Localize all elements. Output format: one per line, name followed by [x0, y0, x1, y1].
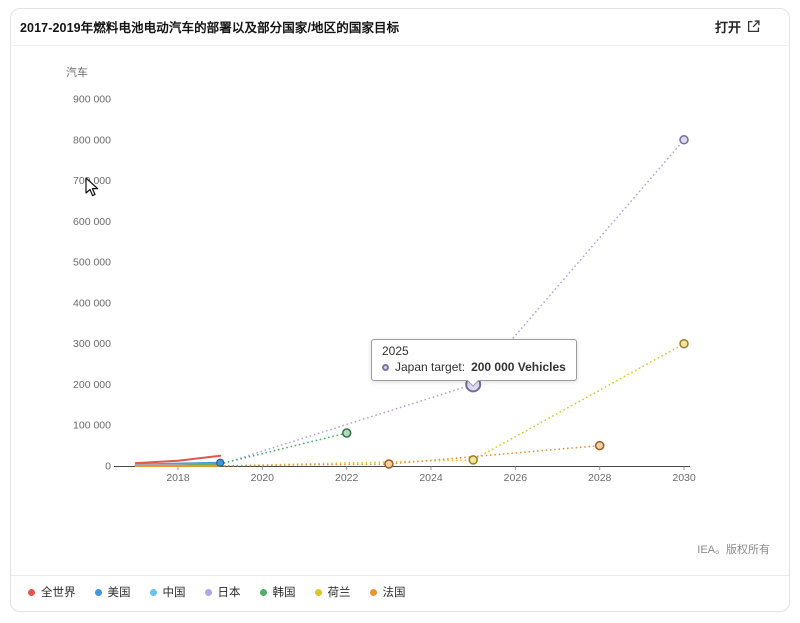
legend-divider — [11, 575, 789, 576]
france-series-dot — [369, 588, 377, 596]
chart-header: 2017-2019年燃料电池电动汽车的部署以及部分国家/地区的国家目标 打开 — [10, 8, 790, 46]
chart-title: 2017-2019年燃料电池电动汽车的部署以及部分国家/地区的国家目标 — [20, 21, 400, 35]
legend-item-japan[interactable]: 日本 — [204, 584, 241, 600]
svg-text:500 000: 500 000 — [73, 257, 111, 269]
legend-label: 荷兰 — [327, 587, 351, 599]
world-series-dot — [28, 588, 35, 596]
svg-text:900 000: 900 000 — [73, 94, 111, 106]
chart-tooltip: 2025 Japan target: 200 000 Vehicles — [371, 339, 577, 387]
japan-series-dot — [204, 588, 212, 596]
chart-card — [10, 8, 790, 612]
svg-text:800 000: 800 000 — [73, 134, 111, 146]
svg-text:100 000: 100 000 — [73, 420, 111, 432]
legend-label: 美国 — [107, 587, 131, 599]
target-points — [216, 135, 689, 469]
svg-text:2022: 2022 — [335, 472, 359, 484]
tooltip-row: Japan target: 200 000 Vehicles — [382, 360, 566, 375]
legend-item-world[interactable]: 全世界 — [28, 584, 76, 600]
svg-text:2030: 2030 — [672, 472, 696, 484]
open-button-label: 打开 — [714, 20, 741, 35]
external-link-icon — [747, 20, 760, 33]
legend-item-usa[interactable]: 美国 — [94, 584, 131, 600]
svg-text:2026: 2026 — [504, 472, 528, 484]
svg-text:0: 0 — [105, 461, 111, 473]
svg-text:700 000: 700 000 — [73, 175, 111, 187]
svg-text:300 000: 300 000 — [73, 338, 111, 350]
tooltip-year: 2025 — [382, 344, 409, 358]
china-series-dot — [149, 588, 157, 596]
mouse-cursor — [85, 177, 99, 197]
legend-item-netherlands[interactable]: 荷兰 — [314, 584, 351, 600]
svg-text:2028: 2028 — [588, 472, 612, 484]
legend-item-china[interactable]: 中国 — [149, 584, 186, 600]
legend-item-france[interactable]: 法国 — [369, 584, 406, 600]
usa-series-dot — [94, 588, 102, 596]
korea-series-dot — [259, 588, 267, 596]
svg-text:2020: 2020 — [251, 472, 275, 484]
legend-label: 中国 — [162, 587, 186, 599]
y-axis-title: 汽车 — [66, 65, 88, 79]
legend-label: 韩国 — [272, 587, 296, 599]
copyright-text: IEA。版权所有 — [697, 544, 770, 556]
tooltip-series-dot — [382, 364, 389, 371]
legend-item-korea[interactable]: 韩国 — [259, 584, 296, 600]
target-lines — [219, 138, 685, 467]
open-button[interactable]: 打开 — [715, 17, 760, 36]
svg-text:2018: 2018 — [166, 472, 190, 484]
legend-label: 全世界 — [41, 587, 76, 599]
legend: 全世界 美国 中国 日本 韩国 荷兰 法国 — [28, 584, 406, 600]
history-lines — [134, 454, 222, 467]
netherlands-series-dot — [314, 588, 322, 596]
axes: 汽车 0 100 000 200 000 300 000 400 000 500 000 60… — [66, 65, 696, 484]
svg-text:200 000: 200 000 — [73, 379, 111, 391]
legend-label: 日本 — [217, 587, 241, 599]
legend-label: 法国 — [382, 587, 406, 599]
tooltip-value: 200 000 Vehicles — [471, 360, 566, 374]
tooltip-label: Japan target: — [395, 360, 466, 374]
svg-text:2024: 2024 — [419, 472, 443, 484]
svg-text:600 000: 600 000 — [73, 216, 111, 228]
svg-text:400 000: 400 000 — [73, 297, 111, 309]
